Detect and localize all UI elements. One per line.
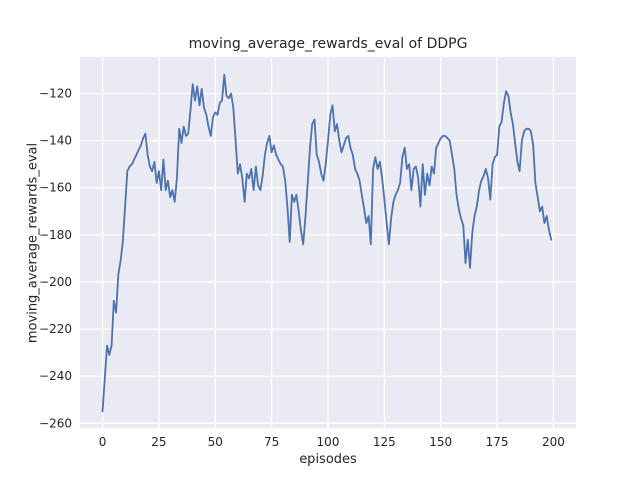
y-tick-label: −220 bbox=[39, 322, 72, 336]
x-tick-label: 25 bbox=[151, 435, 166, 449]
y-tick-label: −180 bbox=[39, 228, 72, 242]
x-tick-label: 175 bbox=[486, 435, 509, 449]
y-tick-label: −120 bbox=[39, 87, 72, 101]
y-tick-label: −260 bbox=[39, 416, 72, 430]
x-tick-label: 50 bbox=[208, 435, 223, 449]
x-tick-label: 0 bbox=[99, 435, 107, 449]
x-tick-label: 125 bbox=[373, 435, 396, 449]
x-tick-label: 100 bbox=[317, 435, 340, 449]
y-tick-label: −200 bbox=[39, 275, 72, 289]
y-tick-label: −240 bbox=[39, 369, 72, 383]
y-tick-label: −140 bbox=[39, 134, 72, 148]
x-axis-label: episodes bbox=[299, 452, 357, 467]
x-tick-label: 150 bbox=[429, 435, 452, 449]
data-line bbox=[101, 73, 553, 413]
x-tick-label: 200 bbox=[542, 435, 565, 449]
x-tick-label: 75 bbox=[264, 435, 279, 449]
chart-title: moving_average_rewards_eval of DDPG bbox=[188, 36, 468, 52]
y-axis-label: moving_average_rewards_eval bbox=[25, 142, 41, 344]
y-tick-label: −160 bbox=[39, 181, 72, 195]
